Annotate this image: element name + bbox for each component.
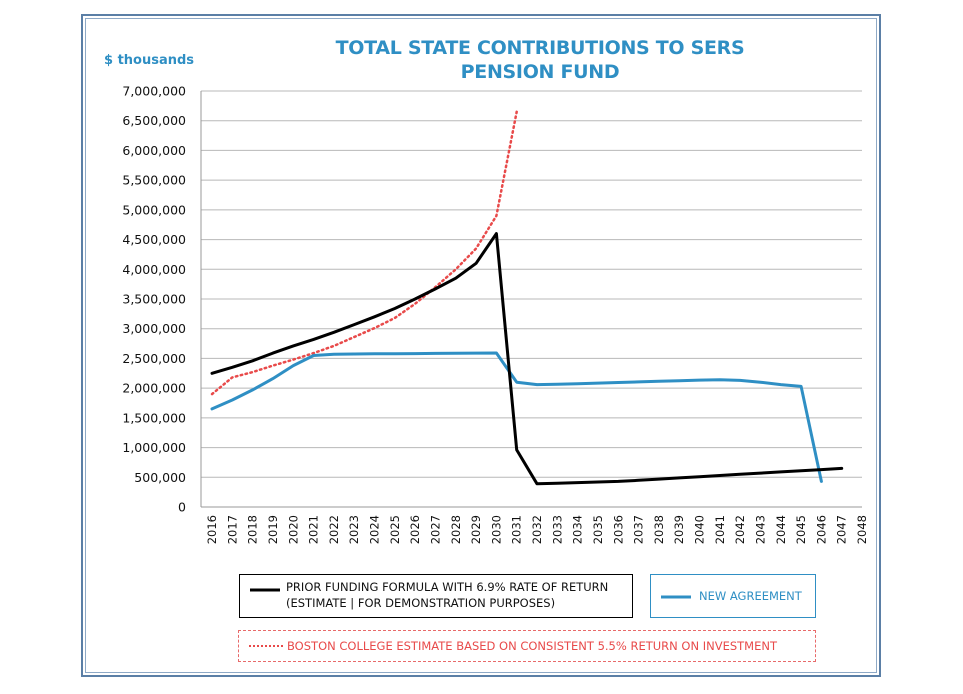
y-tick-label: 4,000,000 bbox=[122, 262, 186, 277]
x-tick-label: 2036 bbox=[611, 515, 625, 544]
legend-swatch-black-line bbox=[250, 588, 280, 592]
x-tick-label: 2019 bbox=[266, 515, 280, 544]
x-tick-label: 2041 bbox=[713, 515, 727, 544]
y-tick-label: 1,000,000 bbox=[122, 440, 186, 455]
legend-swatch-blue-line bbox=[661, 595, 691, 599]
x-tick-label: 2033 bbox=[550, 515, 564, 544]
x-tick-label: 2035 bbox=[591, 515, 605, 544]
y-tick-label: 2,000,000 bbox=[122, 381, 186, 396]
x-tick-label: 2043 bbox=[753, 515, 767, 544]
x-tick-label: 2028 bbox=[449, 515, 463, 544]
x-tick-label: 2031 bbox=[510, 515, 524, 544]
legend-label-boston-college: BOSTON COLLEGE ESTIMATE BASED ON CONSIST… bbox=[287, 639, 777, 653]
gridlines bbox=[201, 90, 862, 478]
x-tick-label: 2042 bbox=[733, 515, 747, 544]
y-tick-label: 500,000 bbox=[134, 470, 186, 485]
y-tick-label: 4,500,000 bbox=[122, 232, 186, 247]
x-tick-label: 2037 bbox=[632, 515, 646, 544]
legend-label-prior-line2: (ESTIMATE | FOR DEMONSTRATION PURPOSES) bbox=[286, 596, 556, 610]
x-tick-label: 2038 bbox=[652, 515, 666, 544]
legend-swatch-red-dotted bbox=[249, 645, 283, 647]
series-line-2 bbox=[210, 110, 518, 396]
x-tick-label: 2023 bbox=[347, 515, 361, 544]
x-tick-label: 2045 bbox=[794, 515, 808, 544]
legend-item-new-agreement: NEW AGREEMENT bbox=[650, 574, 816, 618]
x-tick-label: 2016 bbox=[205, 515, 219, 544]
x-tick-label: 2030 bbox=[489, 515, 503, 544]
y-tick-label: 0 bbox=[178, 500, 186, 515]
x-tick-label: 2018 bbox=[246, 515, 260, 544]
x-tick-label: 2039 bbox=[672, 515, 686, 544]
legend-item-prior-formula: PRIOR FUNDING FORMULA WITH 6.9% RATE OF … bbox=[239, 574, 633, 618]
x-tick-label: 2029 bbox=[469, 515, 483, 544]
outer-frame bbox=[81, 14, 881, 677]
y-tick-label: 7,000,000 bbox=[122, 84, 186, 99]
x-tick-label: 2032 bbox=[530, 515, 544, 544]
y-tick-label: 2,500,000 bbox=[122, 351, 186, 366]
y-tick-label: 3,000,000 bbox=[122, 321, 186, 336]
x-tick-label: 2040 bbox=[693, 515, 707, 544]
legend-label-new-agreement: NEW AGREEMENT bbox=[699, 589, 802, 603]
y-tick-label: 5,000,000 bbox=[122, 202, 186, 217]
series-line-1 bbox=[210, 351, 823, 483]
x-tick-label: 2048 bbox=[855, 515, 869, 544]
x-tick-label: 2047 bbox=[835, 515, 849, 544]
y-tick-label: 6,500,000 bbox=[122, 113, 186, 128]
x-tick-label: 2046 bbox=[814, 515, 828, 544]
x-tick-label: 2026 bbox=[408, 515, 422, 544]
x-tick-label: 2024 bbox=[368, 515, 382, 544]
series-line-0 bbox=[210, 232, 844, 486]
y-tick-label: 1,500,000 bbox=[122, 410, 186, 425]
x-tick-label: 2020 bbox=[286, 515, 300, 544]
x-tick-label: 2034 bbox=[571, 515, 585, 544]
chart-title: TOTAL STATE CONTRIBUTIONS TO SERS PENSIO… bbox=[335, 37, 745, 83]
y-tick-label: 6,000,000 bbox=[122, 143, 186, 158]
y-tick-label: 5,500,000 bbox=[122, 173, 186, 188]
y-tick-label: 3,500,000 bbox=[122, 292, 186, 307]
y-axis-ticks: 0 500,000 1,000,000 1,500,000 2,000,000 2,500… bbox=[122, 84, 186, 515]
x-tick-label: 2027 bbox=[428, 515, 442, 544]
series-lines bbox=[210, 110, 844, 486]
x-tick-label: 2022 bbox=[327, 515, 341, 544]
x-tick-label: 2017 bbox=[225, 515, 239, 544]
x-tick-label: 2025 bbox=[388, 515, 402, 544]
inner-frame bbox=[85, 18, 877, 673]
axes bbox=[200, 91, 862, 508]
x-axis-ticks: 2016 2017 2018 2019 2020 2021 2022 2023 2024 2025… bbox=[205, 515, 869, 544]
legend-item-boston-college: BOSTON COLLEGE ESTIMATE BASED ON CONSIST… bbox=[238, 630, 816, 662]
unit-label: $ thousands bbox=[104, 53, 195, 68]
x-tick-label: 2021 bbox=[307, 515, 321, 544]
legend-label-prior-line1: PRIOR FUNDING FORMULA WITH 6.9% RATE OF … bbox=[286, 580, 609, 594]
x-tick-label: 2044 bbox=[774, 515, 788, 544]
